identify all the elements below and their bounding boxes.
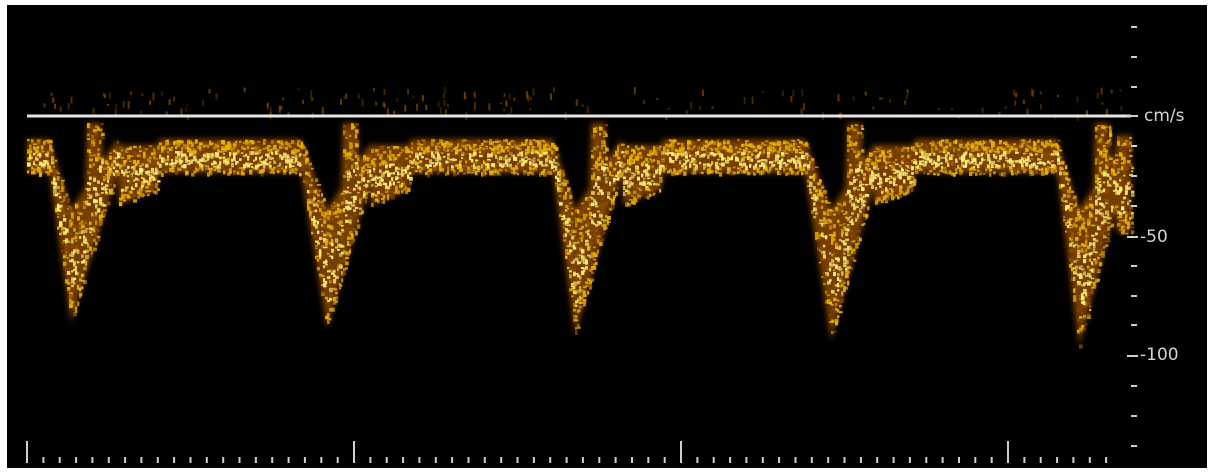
scale-label-minus-50: -50 xyxy=(1140,227,1168,247)
time-scale xyxy=(26,441,1108,463)
scale-label-minus-100: -100 xyxy=(1140,345,1179,365)
doppler-spectrum-display xyxy=(26,26,1138,463)
velocity-units-label: cm/s xyxy=(1144,106,1185,126)
doppler-waveform xyxy=(27,87,1135,349)
doppler-spectrum-panel: cm/s -50 -100 xyxy=(7,5,1207,468)
velocity-scale xyxy=(1127,26,1138,447)
